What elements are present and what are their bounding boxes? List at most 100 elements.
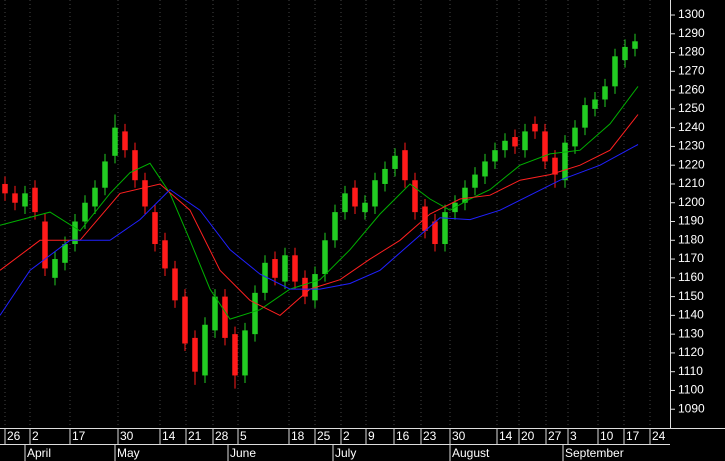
candle-body — [182, 296, 188, 344]
x-tick-label: 2 — [32, 429, 39, 443]
month-label: June — [230, 446, 256, 460]
candle-body — [412, 180, 418, 213]
y-tick-label: 1120 — [678, 345, 704, 359]
y-tick-label: 1100 — [678, 383, 704, 397]
candle-body — [222, 296, 228, 338]
y-tick-label: 1110 — [678, 364, 703, 378]
candle-body — [582, 105, 588, 128]
candle-body — [472, 174, 478, 188]
candle-body — [432, 221, 438, 245]
y-tick-label: 1090 — [678, 401, 705, 415]
candle-body — [162, 240, 168, 269]
x-tick-label: 2 — [343, 429, 350, 443]
candle-body — [372, 180, 378, 207]
y-tick-label: 1220 — [678, 157, 705, 171]
candle-body — [602, 86, 608, 100]
candle-body — [152, 212, 158, 245]
x-tick-label: 27 — [548, 429, 562, 443]
candle-body — [402, 150, 408, 181]
y-tick-label: 1190 — [678, 214, 704, 228]
candle-body — [212, 296, 218, 331]
candle-body — [132, 150, 138, 181]
candle-body — [592, 99, 598, 109]
candle-body — [352, 187, 358, 207]
y-tick-label: 1260 — [678, 82, 705, 96]
x-tick-label: 30 — [452, 429, 466, 443]
candle-body — [232, 334, 238, 376]
candle-body — [82, 202, 88, 222]
candle-body — [92, 187, 98, 207]
candle-body — [262, 262, 268, 293]
candle-body — [32, 187, 38, 213]
y-tick-label: 1250 — [678, 101, 705, 115]
x-tick-label: 17 — [626, 429, 640, 443]
x-tick-label: 30 — [120, 429, 134, 443]
candle-body — [102, 161, 108, 188]
y-tick-label: 1200 — [678, 195, 705, 209]
candle-body — [62, 244, 68, 263]
x-tick-label: 18 — [291, 429, 305, 443]
candle-body — [122, 131, 128, 151]
candle-body — [202, 324, 208, 376]
candle-body — [442, 212, 448, 245]
y-tick-label: 1230 — [678, 139, 705, 153]
x-tick-label: 26 — [7, 429, 21, 443]
candle-body — [52, 259, 58, 278]
candle-body — [142, 180, 148, 207]
x-tick-label: 14 — [499, 429, 513, 443]
candle-body — [322, 240, 328, 275]
y-tick-label: 1150 — [678, 289, 704, 303]
candle-body — [622, 46, 628, 61]
x-tick-label: 14 — [162, 429, 176, 443]
candle-body — [2, 183, 8, 194]
candle-body — [502, 140, 508, 151]
y-tick-label: 1280 — [678, 45, 705, 59]
y-tick-label: 1270 — [678, 64, 705, 78]
x-tick-label: 16 — [396, 429, 410, 443]
candle-body — [302, 277, 308, 297]
x-tick-label: 17 — [72, 429, 86, 443]
candle-body — [492, 150, 498, 162]
x-tick-label: 5 — [240, 429, 247, 443]
candle-body — [112, 127, 118, 156]
x-tick-label: 3 — [570, 429, 577, 443]
month-label: September — [565, 446, 624, 460]
x-tick-label: 23 — [423, 429, 437, 443]
month-label: May — [117, 446, 140, 460]
candle-body — [12, 193, 18, 203]
candle-body — [72, 221, 78, 245]
y-tick-label: 1240 — [678, 120, 705, 134]
y-tick-label: 1140 — [678, 308, 704, 322]
y-tick-label: 1290 — [678, 26, 705, 40]
candle-body — [192, 337, 198, 372]
candle-body — [22, 193, 28, 207]
x-tick-label: 9 — [368, 429, 375, 443]
candle-body — [512, 137, 518, 147]
y-tick-label: 1170 — [678, 251, 704, 265]
candle-body — [382, 168, 388, 184]
y-tick-label: 1160 — [678, 270, 704, 284]
candle-body — [252, 292, 258, 335]
x-tick-label: 24 — [652, 429, 666, 443]
y-tick-label: 1300 — [678, 7, 705, 21]
candle-body — [572, 127, 578, 147]
y-tick-label: 1180 — [678, 232, 704, 246]
candle-body — [292, 255, 298, 282]
candle-body — [282, 255, 288, 282]
candle-body — [272, 259, 278, 278]
candle-body — [482, 161, 488, 177]
candle-body — [462, 187, 468, 203]
candle-body — [562, 142, 568, 181]
candle-body — [632, 41, 638, 49]
candle-body — [542, 131, 548, 162]
candle-body — [42, 221, 48, 269]
candle-body — [532, 123, 538, 132]
candle-body — [332, 212, 338, 241]
candle-body — [172, 268, 178, 301]
candle-body — [552, 157, 558, 175]
candle-body — [242, 330, 248, 376]
candle-body — [522, 131, 528, 151]
